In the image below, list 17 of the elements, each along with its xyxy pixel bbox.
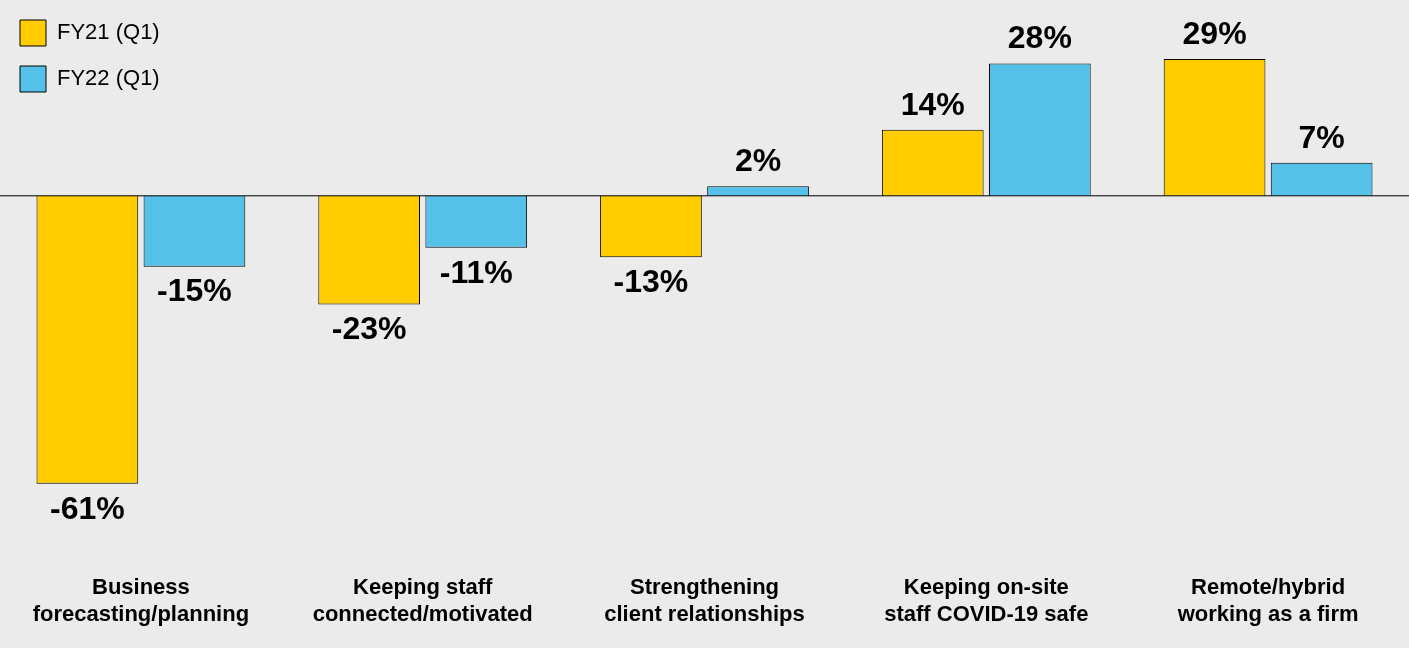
x-tick-label: Remote/hybrid working as a firm	[1176, 574, 1359, 626]
data-label: 2%	[734, 142, 782, 179]
data-label: 28%	[1007, 19, 1072, 56]
x-tick-label: Keeping staff connected/motivated	[312, 574, 533, 626]
data-label: -15%	[157, 272, 232, 309]
legend-label: FY22 (Q1)	[57, 65, 160, 91]
x-tick-label: Business forecasting/planning	[32, 574, 250, 626]
data-label: -23%	[331, 310, 407, 347]
data-label: 29%	[1182, 14, 1247, 51]
legend-label: FY21 (Q1)	[57, 19, 160, 45]
data-label: 14%	[900, 85, 965, 122]
data-label: -11%	[439, 253, 513, 290]
data-label: 7%	[1298, 118, 1345, 155]
x-tick-label: Keeping on-site staff COVID-19 safe	[884, 574, 1089, 626]
data-label: -13%	[613, 263, 689, 300]
data-label: -61%	[50, 489, 125, 526]
x-tick-label: Strengthening client relationships	[604, 574, 805, 626]
